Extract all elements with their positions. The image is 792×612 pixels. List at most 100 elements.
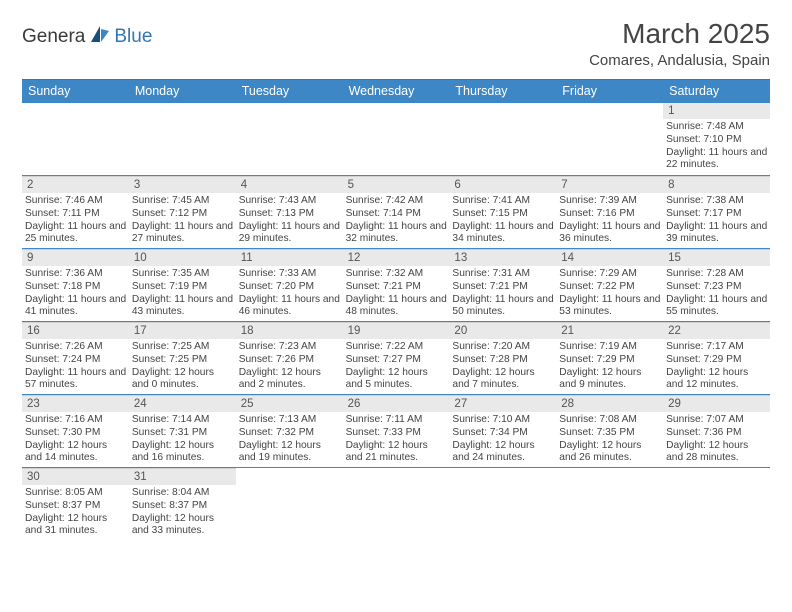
day-number: 7 (556, 176, 663, 193)
sunrise-text: Sunrise: 7:38 AM (666, 195, 768, 208)
day-number: 13 (449, 249, 556, 266)
day-number: 9 (22, 249, 129, 266)
calendar-cell: 18Sunrise: 7:23 AMSunset: 7:26 PMDayligh… (236, 322, 343, 394)
day-number: 16 (22, 322, 129, 339)
calendar-cell: 13Sunrise: 7:31 AMSunset: 7:21 PMDayligh… (449, 249, 556, 321)
sunrise-text: Sunrise: 7:35 AM (132, 268, 234, 281)
day-number: 14 (556, 249, 663, 266)
calendar-week: 9 Sunrise: 7:36 AMSunset: 7:18 PMDaylight… (22, 249, 770, 322)
month-title: March 2025 (589, 18, 770, 50)
day-number: 11 (236, 249, 343, 266)
calendar-cell: 31Sunrise: 8:04 AMSunset: 8:37 PMDayligh… (129, 468, 236, 540)
calendar-cell (556, 468, 663, 540)
calendar-cell: 28Sunrise: 7:08 AMSunset: 7:35 PMDayligh… (556, 395, 663, 467)
sunrise-text: Sunrise: 7:32 AM (346, 268, 448, 281)
calendar-cell: 25Sunrise: 7:13 AMSunset: 7:32 PMDayligh… (236, 395, 343, 467)
day-number: 17 (129, 322, 236, 339)
day-info: Sunrise: 7:25 AMSunset: 7:25 PMDaylight:… (129, 341, 236, 392)
sunset-text: Sunset: 7:12 PM (132, 208, 234, 221)
daylight-text: Daylight: 12 hours and 12 minutes. (666, 367, 768, 393)
daylight-text: Daylight: 12 hours and 5 minutes. (346, 367, 448, 393)
calendar-week: 1Sunrise: 7:48 AMSunset: 7:10 PMDaylight… (22, 103, 770, 176)
sunrise-text: Sunrise: 7:29 AM (559, 268, 661, 281)
day-info: Sunrise: 7:13 AMSunset: 7:32 PMDaylight:… (236, 414, 343, 465)
day-info: Sunrise: 7:35 AMSunset: 7:19 PMDaylight:… (129, 268, 236, 319)
day-info: Sunrise: 7:14 AMSunset: 7:31 PMDaylight:… (129, 414, 236, 465)
day-info: Sunrise: 7:41 AMSunset: 7:15 PMDaylight:… (449, 195, 556, 246)
sunset-text: Sunset: 7:29 PM (666, 354, 768, 367)
daylight-text: Daylight: 12 hours and 31 minutes. (25, 513, 127, 539)
calendar-cell: 2Sunrise: 7:46 AMSunset: 7:11 PMDaylight… (22, 176, 129, 248)
daylight-text: Daylight: 11 hours and 22 minutes. (666, 147, 768, 173)
day-number: 24 (129, 395, 236, 412)
calendar-cell: 4Sunrise: 7:43 AMSunset: 7:13 PMDaylight… (236, 176, 343, 248)
day-info: Sunrise: 7:19 AMSunset: 7:29 PMDaylight:… (556, 341, 663, 392)
calendar-cell: 16 Sunrise: 7:26 AMSunset: 7:24 PMDayligh… (22, 322, 129, 394)
calendar-week: 16 Sunrise: 7:26 AMSunset: 7:24 PMDayligh… (22, 322, 770, 395)
title-block: March 2025 Comares, Andalusia, Spain (589, 18, 770, 69)
day-number: 6 (449, 176, 556, 193)
day-info: Sunrise: 7:26 AMSunset: 7:24 PMDaylight:… (22, 341, 129, 392)
day-header: Sunday (22, 80, 129, 103)
daylight-text: Daylight: 11 hours and 39 minutes. (666, 221, 768, 247)
day-info: Sunrise: 7:10 AMSunset: 7:34 PMDaylight:… (449, 414, 556, 465)
sunrise-text: Sunrise: 7:46 AM (25, 195, 127, 208)
sunset-text: Sunset: 7:28 PM (452, 354, 554, 367)
sunrise-text: Sunrise: 7:43 AM (239, 195, 341, 208)
day-info: Sunrise: 7:48 AMSunset: 7:10 PMDaylight:… (663, 121, 770, 172)
daylight-text: Daylight: 11 hours and 46 minutes. (239, 294, 341, 320)
sail-icon (89, 24, 111, 49)
calendar-cell (449, 103, 556, 175)
day-info: Sunrise: 7:32 AMSunset: 7:21 PMDaylight:… (343, 268, 450, 319)
day-number: 18 (236, 322, 343, 339)
sunset-text: Sunset: 7:17 PM (666, 208, 768, 221)
day-info: Sunrise: 7:33 AMSunset: 7:20 PMDaylight:… (236, 268, 343, 319)
sunrise-text: Sunrise: 7:07 AM (666, 414, 768, 427)
day-number: 27 (449, 395, 556, 412)
sunset-text: Sunset: 7:25 PM (132, 354, 234, 367)
daylight-text: Daylight: 11 hours and 41 minutes. (25, 294, 127, 320)
day-info: Sunrise: 7:36 AMSunset: 7:18 PMDaylight:… (22, 268, 129, 319)
day-header: Saturday (663, 80, 770, 103)
daylight-text: Daylight: 11 hours and 32 minutes. (346, 221, 448, 247)
day-number: 20 (449, 322, 556, 339)
calendar-cell: 24 Sunrise: 7:14 AMSunset: 7:31 PMDayligh… (129, 395, 236, 467)
sunset-text: Sunset: 7:22 PM (559, 281, 661, 294)
day-number: 15 (663, 249, 770, 266)
day-header: Wednesday (343, 80, 450, 103)
sunset-text: Sunset: 7:19 PM (132, 281, 234, 294)
calendar-cell: 22Sunrise: 7:17 AMSunset: 7:29 PMDayligh… (663, 322, 770, 394)
daylight-text: Daylight: 11 hours and 48 minutes. (346, 294, 448, 320)
logo-text-part2: Blue (114, 26, 152, 48)
calendar-cell: 5Sunrise: 7:42 AMSunset: 7:14 PMDaylight… (343, 176, 450, 248)
sunrise-text: Sunrise: 7:25 AM (132, 341, 234, 354)
day-info: Sunrise: 7:38 AMSunset: 7:17 PMDaylight:… (663, 195, 770, 246)
day-info: Sunrise: 7:29 AMSunset: 7:22 PMDaylight:… (556, 268, 663, 319)
day-number: 31 (129, 468, 236, 485)
day-number: 21 (556, 322, 663, 339)
calendar-cell (663, 468, 770, 540)
sunrise-text: Sunrise: 7:14 AM (132, 414, 234, 427)
daylight-text: Daylight: 12 hours and 21 minutes. (346, 440, 448, 466)
sunrise-text: Sunrise: 8:04 AM (132, 487, 234, 500)
sunrise-text: Sunrise: 7:22 AM (346, 341, 448, 354)
daylight-text: Daylight: 12 hours and 2 minutes. (239, 367, 341, 393)
sunset-text: Sunset: 7:26 PM (239, 354, 341, 367)
day-number: 28 (556, 395, 663, 412)
calendar-cell: 20Sunrise: 7:20 AMSunset: 7:28 PMDayligh… (449, 322, 556, 394)
daylight-text: Daylight: 11 hours and 57 minutes. (25, 367, 127, 393)
sunset-text: Sunset: 7:13 PM (239, 208, 341, 221)
sunset-text: Sunset: 7:31 PM (132, 427, 234, 440)
daylight-text: Daylight: 12 hours and 0 minutes. (132, 367, 234, 393)
sunrise-text: Sunrise: 7:17 AM (666, 341, 768, 354)
sunset-text: Sunset: 8:37 PM (25, 500, 127, 513)
calendar-page: Genera Blue March 2025 Comares, Andalusi… (0, 0, 792, 550)
day-number: 5 (343, 176, 450, 193)
sunrise-text: Sunrise: 7:10 AM (452, 414, 554, 427)
sunrise-text: Sunrise: 7:19 AM (559, 341, 661, 354)
sunrise-text: Sunrise: 7:31 AM (452, 268, 554, 281)
calendar-week: 23Sunrise: 7:16 AMSunset: 7:30 PMDayligh… (22, 395, 770, 468)
daylight-text: Daylight: 11 hours and 29 minutes. (239, 221, 341, 247)
calendar-cell: 26Sunrise: 7:11 AMSunset: 7:33 PMDayligh… (343, 395, 450, 467)
sunrise-text: Sunrise: 7:48 AM (666, 121, 768, 134)
